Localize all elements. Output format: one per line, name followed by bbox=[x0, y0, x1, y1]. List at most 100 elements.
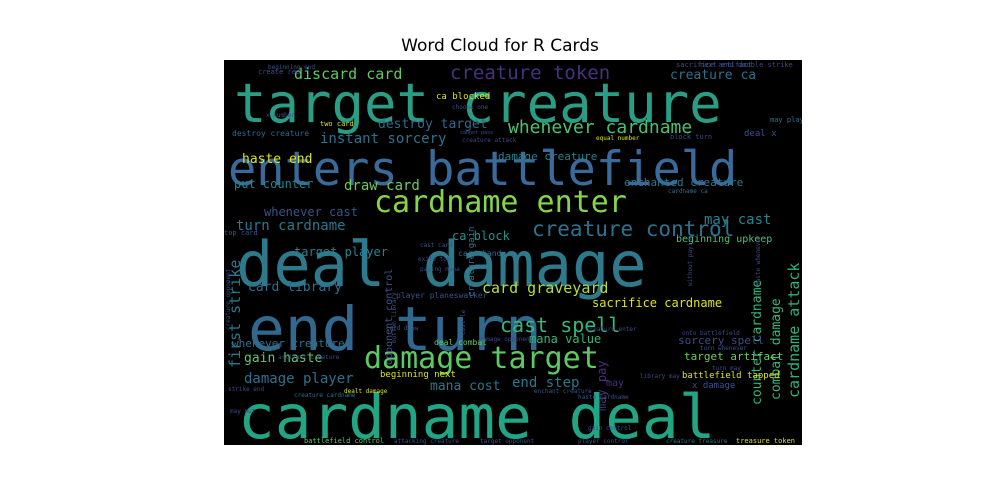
word-25: may cast bbox=[704, 212, 771, 228]
word-26: end step bbox=[512, 375, 579, 391]
word-cloud-canvas: target creature enters battlefield deal da… bbox=[224, 61, 802, 445]
word-31: put counter bbox=[234, 177, 313, 191]
word-67: beginning end bbox=[268, 64, 315, 71]
word-33: target player bbox=[294, 245, 388, 259]
word-87: enchant creature bbox=[534, 388, 592, 395]
word-85: creature cardname bbox=[294, 392, 356, 399]
word-75: card draw bbox=[386, 325, 419, 332]
word-7: creature control bbox=[532, 217, 734, 241]
word-79: turn whenever bbox=[700, 345, 747, 352]
word-42: beginning upkeep bbox=[676, 234, 772, 245]
word-29: damage creature bbox=[498, 150, 597, 163]
word-83: turn may bbox=[712, 365, 741, 372]
word-32: whenever cast bbox=[264, 205, 358, 219]
word-38: whenever creature bbox=[232, 337, 345, 350]
word-56: x number bbox=[266, 112, 295, 119]
word-91: may put bbox=[230, 408, 256, 415]
word-9: creature token bbox=[450, 62, 610, 84]
word-19: counter cardname bbox=[750, 280, 765, 405]
word-70: exile top bbox=[418, 256, 451, 263]
word-69: cast card bbox=[420, 242, 453, 249]
word-13: draw card bbox=[344, 178, 420, 194]
word-88: haste cardname bbox=[578, 394, 629, 401]
word-37: may pay bbox=[595, 360, 609, 411]
word-80: without paying bbox=[687, 235, 694, 286]
word-6: damage target bbox=[364, 341, 599, 376]
word-46: opponent control bbox=[384, 269, 395, 365]
word-81: haste whenever bbox=[755, 235, 762, 286]
word-43: ca blocked bbox=[436, 92, 490, 102]
word-8: whenever cardname bbox=[508, 117, 692, 138]
word-2: deal damage bbox=[236, 228, 647, 301]
word-16: damage player bbox=[244, 371, 354, 387]
word-77: creature enter bbox=[586, 326, 637, 333]
word-52: may bbox=[606, 378, 624, 389]
word-20: destroy target bbox=[378, 117, 488, 132]
word-21: instant sorcery bbox=[320, 131, 446, 147]
word-51: x damage bbox=[692, 381, 735, 391]
word-23: turn cardname bbox=[236, 218, 346, 234]
word-0: target creature bbox=[234, 72, 722, 135]
word-27: sacrifice cardname bbox=[592, 296, 722, 310]
word-35: mana value bbox=[529, 332, 601, 346]
word-76: damage opponent bbox=[479, 336, 534, 343]
word-64: sacrifice artifact bbox=[676, 61, 752, 69]
word-71: paying mana bbox=[420, 266, 460, 273]
word-73: bottom library bbox=[391, 292, 398, 343]
word-97: treasure token bbox=[736, 437, 795, 445]
word-30: enchanted creature bbox=[624, 176, 743, 189]
word-86: dealt damage bbox=[344, 388, 388, 395]
word-96: creature treasure bbox=[666, 438, 728, 445]
word-63: double strike bbox=[738, 61, 793, 69]
word-65: next end bbox=[700, 61, 734, 69]
word-68: top card bbox=[224, 229, 258, 237]
word-14: first strike bbox=[226, 260, 244, 368]
word-58: equal number bbox=[596, 135, 640, 142]
word-17: cardname attack bbox=[785, 263, 802, 398]
word-95: player control bbox=[578, 438, 629, 445]
word-74: cost le bbox=[460, 309, 467, 335]
word-94: target opponent bbox=[480, 438, 535, 445]
word-28: card library bbox=[248, 280, 342, 295]
word-57: choose one bbox=[452, 104, 489, 111]
word-66: create red bbox=[258, 68, 300, 76]
word-11: cast spell bbox=[500, 313, 620, 337]
word-5: cardname enter bbox=[374, 185, 627, 220]
word-55: two card bbox=[320, 120, 354, 128]
word-44: deal x bbox=[744, 129, 777, 139]
word-59: creature attack bbox=[462, 137, 517, 144]
word-39: sorcery spell bbox=[678, 334, 764, 347]
word-36: mana cost bbox=[430, 379, 500, 394]
word-cloud: target creature enters battlefield deal da… bbox=[224, 60, 802, 445]
word-48: creature gain bbox=[467, 227, 477, 297]
word-61: block turn bbox=[670, 133, 712, 141]
word-50: beginning next bbox=[380, 370, 456, 380]
word-90: gain control bbox=[588, 425, 632, 432]
word-40: target artifact bbox=[684, 350, 783, 363]
word-3: end turn bbox=[248, 294, 542, 365]
word-4: cardname deal bbox=[238, 382, 715, 445]
word-92: battlefield control bbox=[304, 437, 384, 445]
word-60: cannot pass bbox=[460, 130, 493, 136]
word-89: strike end bbox=[228, 386, 265, 393]
word-45: may play bbox=[770, 116, 802, 124]
word-49: deal combat bbox=[434, 338, 487, 347]
word-34: ca block bbox=[452, 229, 511, 243]
chart-title: Word Cloud for R Cards bbox=[401, 36, 599, 56]
word-93: attacking creature bbox=[394, 438, 459, 445]
word-84: artifact creature bbox=[278, 354, 340, 361]
word-41: battlefield tapped bbox=[682, 371, 780, 381]
word-15: gain haste bbox=[244, 351, 322, 366]
word-62: destroy creature bbox=[232, 129, 309, 138]
word-10: discard card bbox=[294, 65, 402, 83]
word-82: library may bbox=[640, 373, 680, 380]
word-1: enters battlefield bbox=[228, 142, 737, 197]
word-53: player planeswalker bbox=[396, 291, 488, 300]
word-54: cardname ca bbox=[668, 188, 708, 195]
word-47: card hand bbox=[458, 249, 502, 258]
word-24: creature ca bbox=[670, 68, 756, 83]
word-12: card graveyard bbox=[482, 279, 608, 297]
word-22: haste end bbox=[242, 152, 312, 167]
word-18: combat damage bbox=[769, 298, 784, 400]
word-78: onto battlefield bbox=[682, 330, 740, 337]
